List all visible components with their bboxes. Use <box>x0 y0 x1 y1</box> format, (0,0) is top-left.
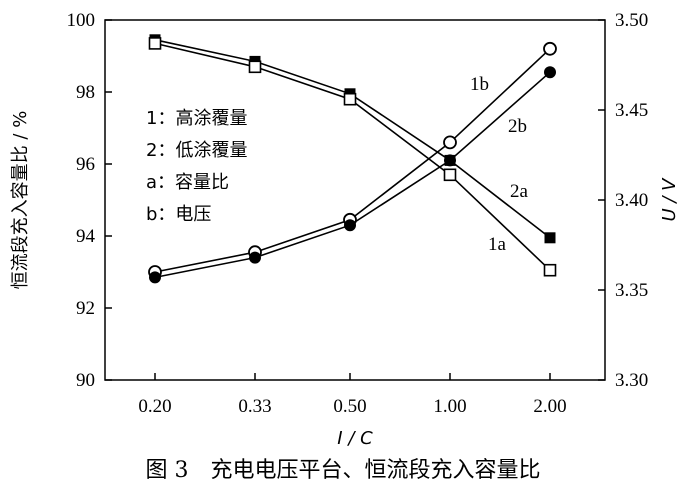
data-point-1b <box>543 41 557 56</box>
x-tick-label: 0.33 <box>238 396 271 417</box>
series-label-1b: 1b <box>470 74 489 95</box>
left-y-axis: 90 92 94 96 98 100 <box>67 10 112 391</box>
series-label-2a: 2a <box>510 181 529 202</box>
x-tick-label: 0.20 <box>138 396 171 417</box>
data-point-2b <box>149 271 161 284</box>
legend-item-b: b：电压 <box>146 204 211 225</box>
figure-caption: 图 3 充电电压平台、恒流段充入容量比 <box>145 458 541 483</box>
plot-frame <box>104 19 606 381</box>
x-axis: 0.20 0.33 0.50 1.00 2.00 <box>138 373 567 417</box>
data-point-2b <box>544 66 556 79</box>
right-y-tick-label: 3.50 <box>615 10 648 31</box>
left-y-tick-label: 94 <box>76 226 96 247</box>
data-point-2b <box>249 251 261 264</box>
series-layer <box>148 34 557 284</box>
left-y-tick-label: 92 <box>76 298 95 319</box>
left-y-axis-title: 恒流段充入容量比 / % <box>10 111 31 290</box>
data-point-2a <box>443 168 457 182</box>
right-y-axis: 3.30 3.35 3.40 3.45 3.50 <box>598 10 648 391</box>
data-point-2b <box>444 154 456 167</box>
legend-item-1: 1：高涂覆量 <box>146 108 247 129</box>
data-point-2a <box>343 92 357 106</box>
data-point-1b <box>443 135 457 150</box>
left-y-tick-label: 98 <box>76 82 95 103</box>
right-y-tick-label: 3.35 <box>615 280 648 301</box>
series-2a <box>148 37 557 277</box>
series-2b <box>149 66 556 284</box>
x-tick-label: 0.50 <box>333 396 366 417</box>
series-line-1a <box>154 39 551 239</box>
x-tick-label: 2.00 <box>533 396 566 417</box>
data-point-2b <box>344 219 356 232</box>
series-label-1a: 1a <box>488 234 507 255</box>
data-point-2a <box>148 37 162 50</box>
right-y-tick-label: 3.45 <box>615 100 648 121</box>
left-y-tick-label: 96 <box>76 154 95 175</box>
series-label-2b: 2b <box>508 116 527 137</box>
right-y-tick-label: 3.30 <box>615 370 648 391</box>
x-axis-title: I / C <box>337 428 373 449</box>
legend-item-2: 2：低涂覆量 <box>146 140 247 161</box>
right-y-axis-title: U / V <box>659 177 680 222</box>
x-tick-label: 1.00 <box>433 396 466 417</box>
data-point-2a <box>248 60 262 74</box>
right-y-tick-label: 3.40 <box>615 190 648 211</box>
left-y-tick-label: 90 <box>76 370 95 391</box>
data-point-2a <box>543 263 557 277</box>
legend-item-a: a：容量比 <box>146 172 229 193</box>
data-point-1a <box>544 232 556 244</box>
left-y-tick-label: 100 <box>67 10 96 31</box>
